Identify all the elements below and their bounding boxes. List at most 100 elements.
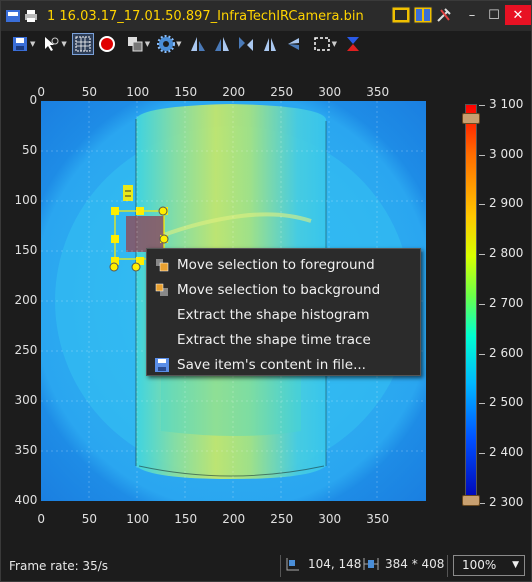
status-separator bbox=[447, 555, 448, 577]
x-tick-label: 150 bbox=[174, 85, 198, 99]
mirror-button[interactable] bbox=[259, 33, 281, 55]
marker-button[interactable] bbox=[342, 33, 364, 55]
arrow-left-button[interactable] bbox=[283, 33, 305, 55]
y-tick-label: 150 bbox=[14, 243, 38, 257]
colorbar-tick bbox=[479, 105, 485, 106]
chevron-down-icon[interactable]: ▼ bbox=[61, 40, 67, 48]
menu-item-extract-time-trace[interactable]: Extract the shape time trace bbox=[147, 327, 420, 352]
menu-item-label: Move selection to background bbox=[177, 281, 381, 298]
record-icon bbox=[98, 36, 115, 52]
chevron-down-icon[interactable]: ▼ bbox=[144, 40, 151, 48]
x-tick-label: 200 bbox=[222, 85, 246, 99]
app-icon bbox=[6, 10, 20, 22]
flip-vertical-button[interactable] bbox=[187, 33, 209, 55]
x-tick-label: 50 bbox=[81, 85, 98, 99]
menu-item-extract-histogram[interactable]: Extract the shape histogram bbox=[147, 302, 420, 327]
y-tick-label: 200 bbox=[14, 293, 38, 307]
colorbar-tick-label: 2 500 bbox=[489, 395, 524, 410]
y-tick-label: 0 bbox=[29, 93, 38, 107]
close-button[interactable]: ✕ bbox=[505, 5, 531, 25]
grid-select-button[interactable] bbox=[71, 33, 94, 55]
menu-item-label: Extract the shape time trace bbox=[177, 331, 371, 348]
chevron-down-icon[interactable]: ▼ bbox=[176, 40, 182, 48]
window-title: 1 16.03.17_17.01.50.897_InfraTechIRCamer… bbox=[47, 8, 364, 24]
menu-item-move-foreground[interactable]: Move selection to foreground bbox=[147, 252, 420, 277]
marker-down-icon bbox=[346, 37, 359, 51]
menu-item-label: Extract the shape histogram bbox=[177, 306, 370, 323]
chevron-down-icon: ▼ bbox=[512, 560, 519, 570]
pointer-tool-button[interactable] bbox=[40, 33, 62, 55]
cursor-position: 104, 148 bbox=[308, 557, 362, 571]
layout-split-icon[interactable] bbox=[413, 6, 433, 24]
maximize-button[interactable]: ☐ bbox=[488, 7, 500, 23]
bring-front-icon bbox=[156, 258, 169, 271]
flip-horizontal-icon bbox=[214, 37, 229, 51]
chevron-down-icon[interactable]: ▼ bbox=[331, 40, 337, 48]
minimize-button[interactable]: – bbox=[468, 7, 476, 23]
selection-rect-button[interactable] bbox=[311, 33, 333, 55]
record-button[interactable] bbox=[96, 33, 118, 55]
rotate-button[interactable] bbox=[235, 33, 257, 55]
status-bar: Frame rate: 35/s 104, 148 384 * 408 100%… bbox=[1, 551, 531, 581]
colorbar-tick-label: 2 800 bbox=[489, 246, 524, 261]
x-tick-label: 250 bbox=[270, 85, 294, 99]
x-tick-label: 0 bbox=[37, 85, 46, 99]
pointer-tool-icon bbox=[45, 37, 59, 51]
selection-rect-icon bbox=[313, 37, 330, 51]
x-tick-label: 350 bbox=[366, 85, 390, 99]
zoom-value: 100% bbox=[462, 558, 497, 572]
layers-icon bbox=[127, 37, 143, 52]
image-size: 384 * 408 bbox=[385, 557, 445, 571]
y-tick-label: 100 bbox=[14, 193, 38, 207]
colorbar-tick-label: 2 400 bbox=[489, 444, 524, 459]
x-tick-label: 100 bbox=[126, 85, 150, 99]
settings-button[interactable] bbox=[155, 33, 177, 55]
colorbar-tick bbox=[479, 452, 485, 454]
settings-gear-icon bbox=[157, 35, 176, 53]
y-tick-label: 400 bbox=[14, 493, 38, 507]
colorbar-min-slider[interactable] bbox=[462, 495, 480, 506]
colorbar-tick-label: 3 000 bbox=[489, 146, 524, 161]
menu-item-save-content[interactable]: Save item's content in file... bbox=[147, 352, 420, 377]
zoom-select[interactable]: 100% ▼ bbox=[453, 555, 525, 576]
x-tick-label: 300 bbox=[318, 85, 342, 99]
x-tick-label: 50 bbox=[81, 512, 98, 526]
x-tick-label: 250 bbox=[270, 512, 294, 526]
layers-button[interactable] bbox=[124, 33, 146, 55]
image-size-icon bbox=[363, 558, 379, 570]
send-back-icon bbox=[155, 283, 168, 296]
colorbar-tick bbox=[479, 502, 485, 504]
colorbar-tick bbox=[479, 254, 485, 256]
context-menu: Move selection to foreground Move select… bbox=[146, 248, 421, 376]
x-tick-label: 350 bbox=[366, 512, 390, 526]
colorbar-tick-label: 2 600 bbox=[489, 345, 524, 360]
selection-shape[interactable] bbox=[109, 185, 169, 272]
floppy-disk-icon bbox=[155, 357, 169, 372]
tools-icon[interactable] bbox=[435, 6, 455, 24]
menu-item-move-background[interactable]: Move selection to background bbox=[147, 277, 420, 302]
save-icon bbox=[13, 37, 27, 51]
colorbar bbox=[465, 104, 477, 504]
flip-horizontal-button[interactable] bbox=[211, 33, 233, 55]
colorbar-tick bbox=[479, 204, 485, 206]
colorbar-tick bbox=[479, 303, 485, 305]
cursor-position-group: 104, 148 bbox=[286, 557, 361, 571]
mirror-icon bbox=[263, 38, 276, 51]
x-tick-label: 100 bbox=[126, 512, 150, 526]
print-icon[interactable] bbox=[23, 8, 39, 24]
rotate-icon bbox=[238, 37, 253, 51]
menu-item-label: Move selection to foreground bbox=[177, 256, 375, 273]
y-tick-label: 350 bbox=[14, 443, 38, 457]
toolbar: ▼ ▼ ▼ ▼ ▼ bbox=[1, 31, 531, 57]
x-tick-label: 0 bbox=[37, 512, 46, 526]
cursor-position-icon bbox=[286, 558, 299, 571]
x-tick-label: 300 bbox=[318, 512, 342, 526]
colorbar-max-slider[interactable] bbox=[462, 113, 480, 124]
layout-single-icon[interactable] bbox=[391, 6, 411, 24]
chevron-down-icon[interactable]: ▼ bbox=[30, 40, 36, 48]
y-tick-label: 250 bbox=[14, 343, 38, 357]
colorbar-tick-label: 2 900 bbox=[489, 196, 524, 211]
grid-select-icon bbox=[75, 36, 91, 52]
save-button[interactable] bbox=[9, 33, 31, 55]
